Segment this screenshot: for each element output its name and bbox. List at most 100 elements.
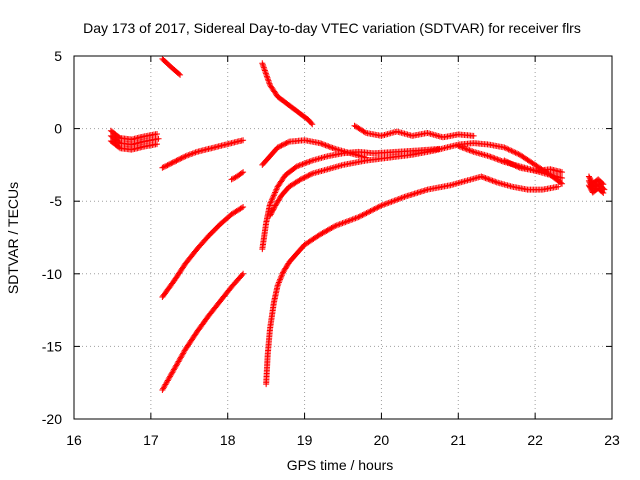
data-point-marker	[361, 129, 368, 136]
data-point-marker	[154, 130, 161, 137]
data-point-marker	[316, 231, 323, 238]
data-point-marker	[161, 163, 168, 170]
data-point-marker	[494, 156, 501, 163]
data-point-marker	[378, 202, 385, 209]
data-point-marker	[268, 210, 275, 217]
data-point-marker	[389, 198, 396, 205]
data-point-marker	[318, 230, 325, 237]
data-point-marker	[394, 196, 401, 203]
data-point-marker	[385, 199, 392, 206]
data-point-marker	[601, 186, 608, 193]
data-point-marker	[284, 139, 291, 146]
data-point-marker	[229, 175, 236, 182]
data-point-marker	[490, 154, 497, 161]
data-point-marker	[265, 77, 272, 84]
data-point-marker	[506, 160, 513, 167]
data-point-marker	[397, 195, 404, 202]
data-point-marker	[504, 145, 511, 152]
data-point-marker	[282, 140, 289, 147]
data-point-marker	[296, 162, 303, 169]
series-arc-2	[159, 55, 184, 78]
data-point-marker	[328, 144, 335, 151]
data-point-marker	[275, 279, 282, 286]
data-point-marker	[395, 196, 402, 203]
data-point-marker	[300, 160, 307, 167]
data-point-marker	[559, 174, 566, 181]
data-point-marker	[555, 183, 562, 190]
data-point-marker	[279, 141, 286, 148]
data-point-marker	[488, 154, 495, 161]
data-point-marker	[330, 145, 337, 152]
data-point-marker	[331, 223, 338, 230]
data-point-marker	[277, 276, 284, 283]
data-point-marker	[173, 157, 180, 164]
data-point-marker	[345, 217, 352, 224]
data-point-marker	[261, 67, 268, 74]
data-point-marker	[493, 155, 500, 162]
data-point-marker	[316, 140, 323, 147]
data-point-marker	[304, 173, 311, 180]
data-point-marker	[279, 270, 286, 277]
data-point-marker	[600, 189, 607, 196]
x-tick-label: 21	[450, 432, 466, 448]
data-point-marker	[182, 153, 189, 160]
data-point-marker	[275, 143, 282, 150]
data-point-marker	[238, 170, 245, 177]
series-arc-5	[159, 270, 247, 393]
data-point-marker	[277, 143, 284, 150]
data-point-marker	[293, 163, 300, 170]
data-point-marker	[262, 70, 269, 77]
data-point-marker	[263, 71, 270, 78]
data-point-marker	[309, 121, 316, 128]
data-point-marker	[266, 212, 273, 219]
x-tick-label: 20	[374, 432, 390, 448]
data-point-marker	[362, 210, 369, 217]
data-point-marker	[266, 201, 273, 208]
data-point-marker	[455, 143, 462, 150]
x-axis-label: GPS time / hours	[287, 457, 394, 473]
data-point-marker	[154, 141, 161, 148]
data-point-marker	[491, 155, 498, 162]
data-point-marker	[176, 156, 183, 163]
data-point-marker	[462, 145, 469, 152]
data-point-marker	[486, 153, 493, 160]
data-point-marker	[318, 140, 325, 147]
data-point-marker	[174, 157, 181, 164]
data-point-marker	[240, 137, 247, 144]
data-point-marker	[364, 209, 371, 216]
data-point-marker	[479, 174, 486, 181]
data-point-marker	[319, 141, 326, 148]
data-point-marker	[352, 215, 359, 222]
data-point-marker	[459, 144, 466, 151]
data-point-marker	[297, 176, 304, 183]
data-point-marker	[272, 188, 279, 195]
data-point-marker	[283, 139, 290, 146]
data-point-marker	[276, 278, 283, 285]
data-point-marker	[371, 205, 378, 212]
series-arc-7	[259, 60, 316, 128]
data-point-marker	[186, 151, 193, 158]
data-point-marker	[511, 162, 518, 169]
data-point-marker	[495, 156, 502, 163]
data-point-marker	[177, 155, 184, 162]
tick-label-layer: 16 17 18 19 20 21 22 23 -20 -15 -10 -5 0 5	[42, 48, 620, 448]
data-point-marker	[328, 225, 335, 232]
series-arc-12	[351, 122, 477, 141]
data-point-marker	[559, 180, 566, 187]
data-point-marker	[268, 198, 275, 205]
data-point-marker	[299, 175, 306, 182]
data-point-marker	[160, 164, 167, 171]
data-point-marker	[463, 146, 470, 153]
x-tick-label: 17	[143, 432, 159, 448]
data-point-marker	[508, 147, 515, 154]
data-point-marker	[505, 146, 512, 153]
data-point-marker	[333, 222, 340, 229]
data-point-marker	[501, 144, 508, 151]
data-point-marker	[192, 149, 199, 156]
data-point-marker	[274, 144, 281, 151]
data-point-marker	[483, 175, 490, 182]
data-point-marker	[467, 147, 474, 154]
data-point-marker	[487, 153, 494, 160]
data-point-marker	[511, 149, 518, 156]
